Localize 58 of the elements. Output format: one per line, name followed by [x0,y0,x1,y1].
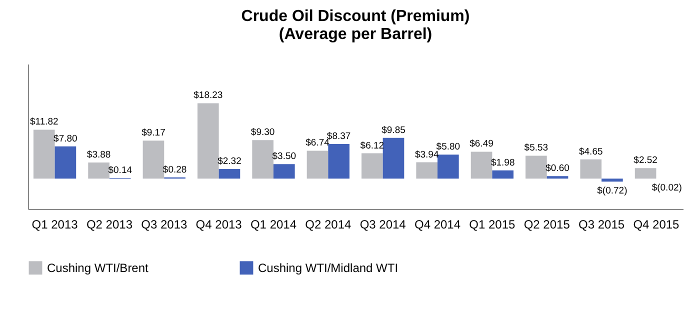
data-label: $(0.02) [652,182,682,194]
data-label: $3.88 [86,150,111,161]
legend-label: Cushing WTI/Brent [47,260,150,275]
data-label: $5.80 [436,142,460,153]
data-label: $9.85 [382,124,406,136]
bar [634,168,656,179]
x-tick-label: Q3 2014 [360,218,406,232]
data-label: $5.53 [524,142,548,154]
x-tick-label: Q2 2013 [86,218,133,232]
bar [580,159,602,179]
bar [252,140,274,179]
data-label: $0.60 [546,163,570,174]
bar [142,140,164,179]
legend-label: Cushing WTI/Midland WTI [258,260,398,275]
data-label: $9.17 [142,128,166,139]
data-label: $0.28 [162,164,187,176]
bar [438,154,459,179]
bar [416,162,438,179]
bar [54,146,76,179]
x-tick-label: Q2 2014 [305,218,352,232]
x-tick-label: Q4 2015 [633,218,680,232]
bar [273,164,295,179]
bar [218,168,240,179]
bar [88,162,110,179]
bar [197,103,219,179]
x-tick-label: Q1 2013 [32,218,78,232]
data-label: $2.52 [634,155,658,166]
bar [33,130,55,179]
bar [362,153,383,179]
data-label: $3.50 [272,151,296,162]
data-label: $2.32 [218,156,242,167]
data-label: $7.80 [54,133,78,144]
data-label: $6.74 [306,138,330,149]
data-label: $9.30 [250,127,275,138]
chart-title: Crude Oil Discount (Premium) (Average per Barrel) [241,8,470,43]
x-tick-label: Q3 2015 [578,218,625,232]
x-tick-label: Q1 2014 [250,218,297,232]
data-label: $11.82 [30,116,58,128]
data-label: $1.98 [490,157,515,168]
data-label: $6.49 [470,138,494,150]
data-label: $18.23 [194,90,223,102]
x-tick-label: Q2 2015 [524,218,570,232]
bar [306,150,328,179]
data-label: $3.94 [414,149,439,160]
bar [526,156,547,179]
x-tick-label: Q1 2015 [469,218,516,232]
data-label: $4.65 [578,146,603,158]
x-tick-label: Q3 2013 [141,218,188,232]
x-tick-label: Q4 2014 [414,218,461,232]
bar [492,170,514,179]
x-tick-label: Q4 2013 [196,218,242,232]
data-label: $(0.72) [597,186,628,197]
bar [328,144,350,179]
bar [546,176,568,179]
data-label: $0.14 [108,165,132,176]
bar [382,138,404,179]
bar [602,178,623,182]
bar [470,152,492,179]
